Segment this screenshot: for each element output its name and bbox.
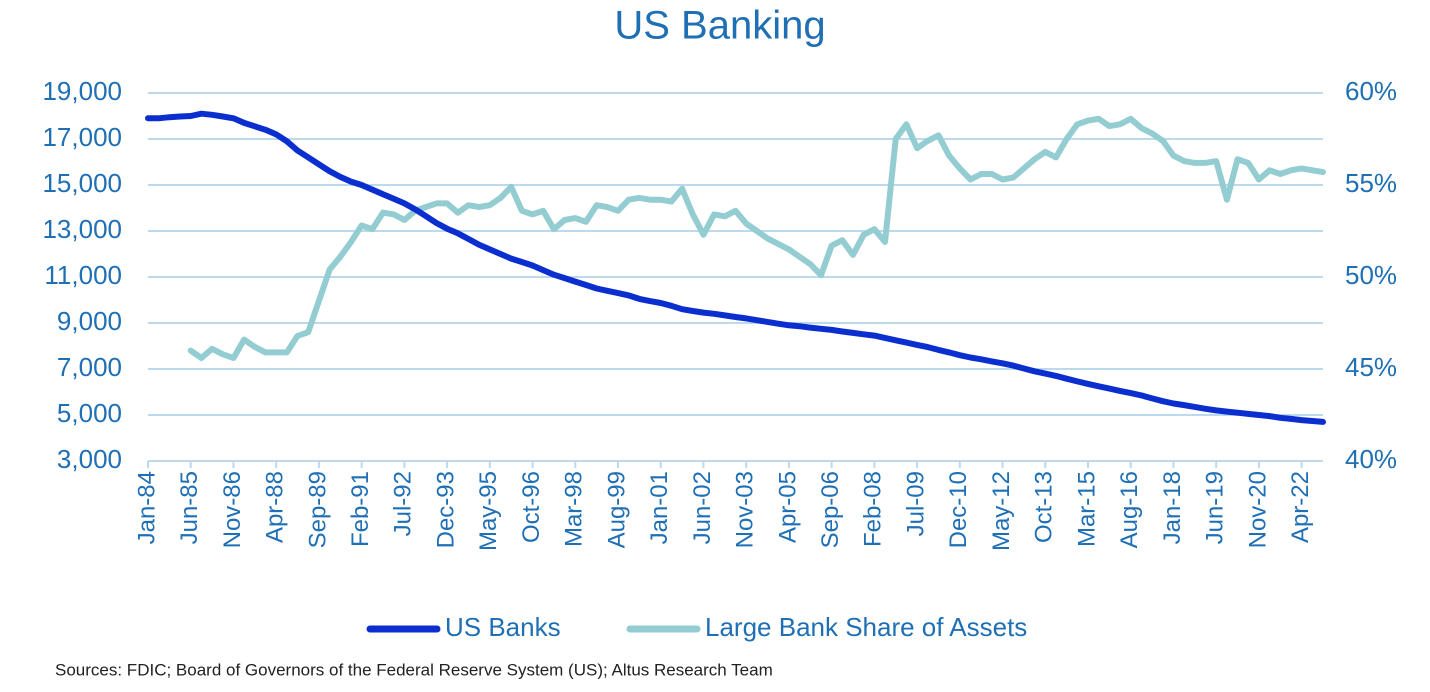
x-tick-label: Feb-08: [860, 471, 887, 547]
y-tick-label: 19,000: [42, 76, 122, 106]
y-tick-label: 13,000: [42, 214, 122, 244]
x-tick-label: Apr-22: [1287, 471, 1314, 543]
series-line: [187, 115, 1326, 361]
x-tick-label: Jan-01: [646, 471, 673, 544]
y-tick-label: 5,000: [57, 398, 122, 428]
x-tick-label: Sep-89: [304, 471, 331, 548]
x-tick-label: Aug-99: [603, 471, 630, 548]
y2-tick-label: 40%: [1345, 444, 1397, 474]
y-tick-label: 9,000: [57, 306, 122, 336]
source-note: Sources: FDIC; Board of Governors of the…: [55, 660, 773, 679]
x-tick-label: May-12: [988, 471, 1015, 551]
y2-tick-label: 45%: [1345, 352, 1397, 382]
series-line: [145, 110, 1326, 425]
x-tick-label: Mar-15: [1073, 471, 1100, 547]
x-tick-label: May-95: [475, 471, 502, 551]
x-tick-label: Jun-19: [1202, 471, 1229, 544]
x-tick-label: Apr-05: [774, 471, 801, 543]
x-tick-label: Jan-84: [133, 471, 160, 544]
x-tick-label: Aug-16: [1116, 471, 1143, 548]
y-tick-label: 17,000: [42, 122, 122, 152]
x-tick-label: Nov-20: [1244, 471, 1271, 548]
x-tick-label: Dec-93: [432, 471, 459, 548]
x-tick-label: Oct-13: [1031, 471, 1058, 543]
x-tick-label: Mar-98: [561, 471, 588, 547]
x-tick-label: Jul-92: [390, 471, 417, 536]
y-tick-label: 15,000: [42, 168, 122, 198]
x-tick-label: Apr-88: [262, 471, 289, 543]
y-tick-label: 3,000: [57, 444, 122, 474]
x-tick-label: Nov-86: [219, 471, 246, 548]
y-tick-label: 11,000: [44, 260, 122, 290]
chart-title: US Banking: [614, 4, 825, 48]
y-tick-label: 7,000: [57, 352, 122, 382]
x-tick-label: Sep-06: [817, 471, 844, 548]
x-tick-label: Jun-02: [689, 471, 716, 544]
legend-label: US Banks: [445, 612, 561, 642]
y2-tick-label: 50%: [1345, 260, 1397, 290]
x-tick-label: Jun-85: [176, 471, 203, 544]
y2-tick-label: 60%: [1345, 76, 1397, 106]
x-tick-label: Nov-03: [732, 471, 759, 548]
x-tick-label: Jul-09: [902, 471, 929, 536]
x-tick-label: Jan-18: [1159, 471, 1186, 544]
y2-tick-label: 55%: [1345, 168, 1397, 198]
x-tick-label: Dec-10: [945, 471, 972, 548]
x-tick-label: Feb-91: [347, 471, 374, 547]
x-tick-label: Oct-96: [518, 471, 545, 543]
legend-label: Large Bank Share of Assets: [705, 612, 1027, 642]
